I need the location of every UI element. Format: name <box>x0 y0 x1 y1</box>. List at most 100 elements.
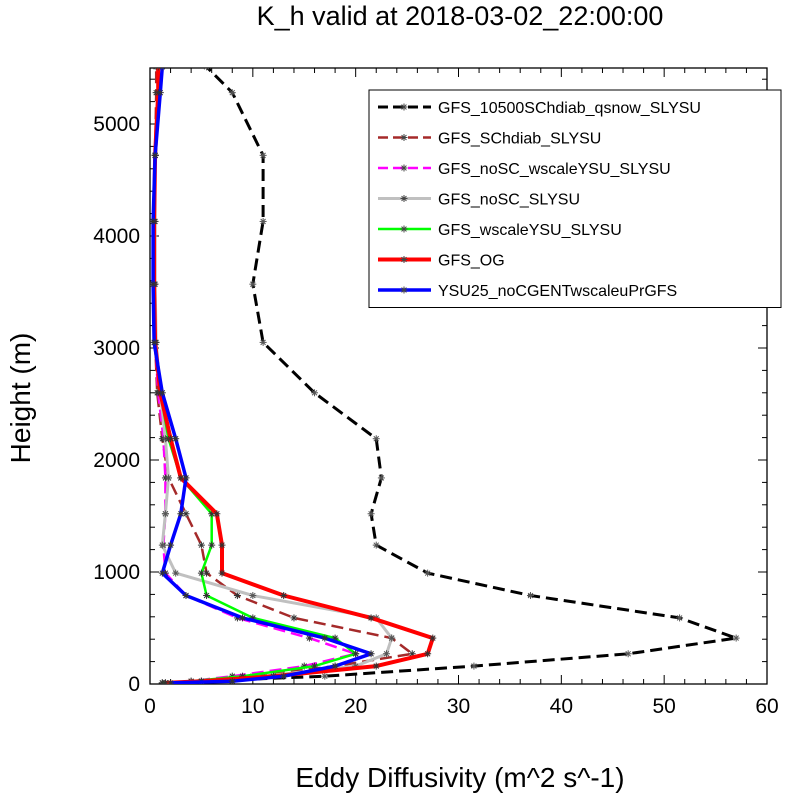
series-5-marker <box>352 650 360 658</box>
y-tick-label: 0 <box>128 673 140 696</box>
x-tick-label: 10 <box>241 695 264 718</box>
series-7-marker <box>177 510 185 518</box>
series-7-marker <box>321 634 329 642</box>
series-2-marker <box>290 614 298 622</box>
legend-marker <box>400 195 408 202</box>
legend-marker <box>400 164 408 172</box>
series-4-marker <box>249 592 257 600</box>
series-6-marker <box>218 541 226 549</box>
series-7-marker <box>158 389 166 397</box>
legend-marker <box>400 256 408 263</box>
series-6-marker <box>424 650 432 658</box>
series-1-marker <box>259 338 267 346</box>
series-line-5 <box>152 68 357 684</box>
series-6-marker <box>280 592 288 600</box>
series-2-marker <box>182 510 190 518</box>
x-axis-label: Eddy Diffusivity (m^2 s^-1) <box>295 762 624 793</box>
y-tick-label: 3000 <box>93 337 140 360</box>
series-7-marker <box>331 662 339 670</box>
series-7-marker <box>150 280 157 288</box>
legend-box <box>368 89 782 308</box>
series-5-marker <box>208 541 216 549</box>
series-1-marker <box>377 474 385 482</box>
series-1-marker <box>372 541 380 549</box>
series-1-marker <box>259 217 267 225</box>
legend-marker <box>400 103 408 111</box>
series-7-marker <box>167 679 175 684</box>
series-7-marker <box>280 672 288 680</box>
series-1-marker <box>526 592 534 600</box>
legend-marker <box>400 134 408 141</box>
series-1-marker <box>676 614 684 622</box>
x-tick-label: 20 <box>344 695 367 718</box>
series-1-marker <box>259 151 267 159</box>
series-5-marker <box>197 569 205 577</box>
series-6-marker <box>155 68 162 71</box>
y-tick-label: 5000 <box>93 113 140 136</box>
series-7-marker <box>182 592 190 600</box>
series-1-marker <box>372 435 380 443</box>
series-7-marker <box>158 569 166 577</box>
series-7-marker <box>182 474 190 482</box>
legend-label: GFS_SChdiab_SLYSU <box>438 131 601 148</box>
series-7-marker <box>151 151 159 159</box>
legend-label: GFS_wscaleYSU_SLYSU <box>438 222 622 239</box>
series-7-marker <box>150 338 158 346</box>
x-tick-label: 30 <box>447 695 470 718</box>
series-6-marker <box>218 569 226 577</box>
series-1-marker <box>367 510 375 518</box>
series-7-marker <box>167 541 175 549</box>
series-line-3 <box>152 68 357 684</box>
legend-label: GFS_10500SChdiab_qsnow_SLYSU <box>438 100 701 117</box>
series-2-marker <box>197 541 205 549</box>
y-tick-label: 4000 <box>93 225 140 248</box>
legend-label: GFS_noSC_wscaleYSU_SLYSU <box>438 161 671 178</box>
x-tick-label: 0 <box>144 695 156 718</box>
series-4-marker <box>161 510 169 518</box>
series-1-marker <box>732 634 740 642</box>
legend: GFS_10500SChdiab_qsnow_SLYSU GFS_SChdiab_… <box>368 89 782 308</box>
series-1-marker <box>249 280 257 288</box>
x-tick-label: 50 <box>652 695 675 718</box>
series-7-marker <box>228 677 236 684</box>
series-1-marker <box>321 672 329 680</box>
series-5-marker <box>203 592 211 600</box>
series-1-marker <box>228 89 236 97</box>
series-2-marker <box>233 592 241 600</box>
legend-label: YSU25_noCGENTwscaleuPrGFS <box>438 283 677 300</box>
series-4-marker <box>388 634 396 642</box>
series-1-marker <box>470 662 478 670</box>
series-7-marker <box>156 89 164 97</box>
y-axis-label: Height (m) <box>5 333 36 464</box>
chart-title: K_h valid at 2018-03-02_22:00:00 <box>257 1 664 31</box>
series-4-marker <box>172 569 180 577</box>
y-tick-label: 1000 <box>93 561 140 584</box>
x-tick-label: 40 <box>550 695 573 718</box>
series-1-marker <box>424 569 432 577</box>
series-line-2 <box>152 68 414 684</box>
legend-marker <box>400 286 408 294</box>
series-7-marker <box>172 435 180 443</box>
legend-marker <box>400 225 408 233</box>
series-4-marker <box>158 541 166 549</box>
series-6-marker <box>367 614 375 622</box>
series-6-marker <box>429 634 437 642</box>
legend-label: GFS_noSC_SLYSU <box>438 192 580 209</box>
series-1-marker <box>311 389 319 397</box>
series-4-marker <box>383 650 391 658</box>
series-1-marker <box>624 650 632 658</box>
series-line-7 <box>151 68 373 684</box>
series-7-marker <box>159 68 166 71</box>
legend-label: GFS_OG <box>438 253 505 270</box>
x-tick-label: 60 <box>755 695 778 718</box>
series-4-marker <box>165 474 173 482</box>
series-7-marker <box>150 217 157 225</box>
series-7-marker <box>239 614 247 622</box>
y-tick-label: 2000 <box>93 449 140 472</box>
plot-area: 0 10 20 30 40 50 60 0 1000 2000 3000 4000 5000 <box>93 67 779 718</box>
series-line-1 <box>165 68 738 684</box>
series-6-marker <box>213 510 221 518</box>
series-7-marker <box>367 650 375 658</box>
series-6-marker <box>372 662 380 670</box>
